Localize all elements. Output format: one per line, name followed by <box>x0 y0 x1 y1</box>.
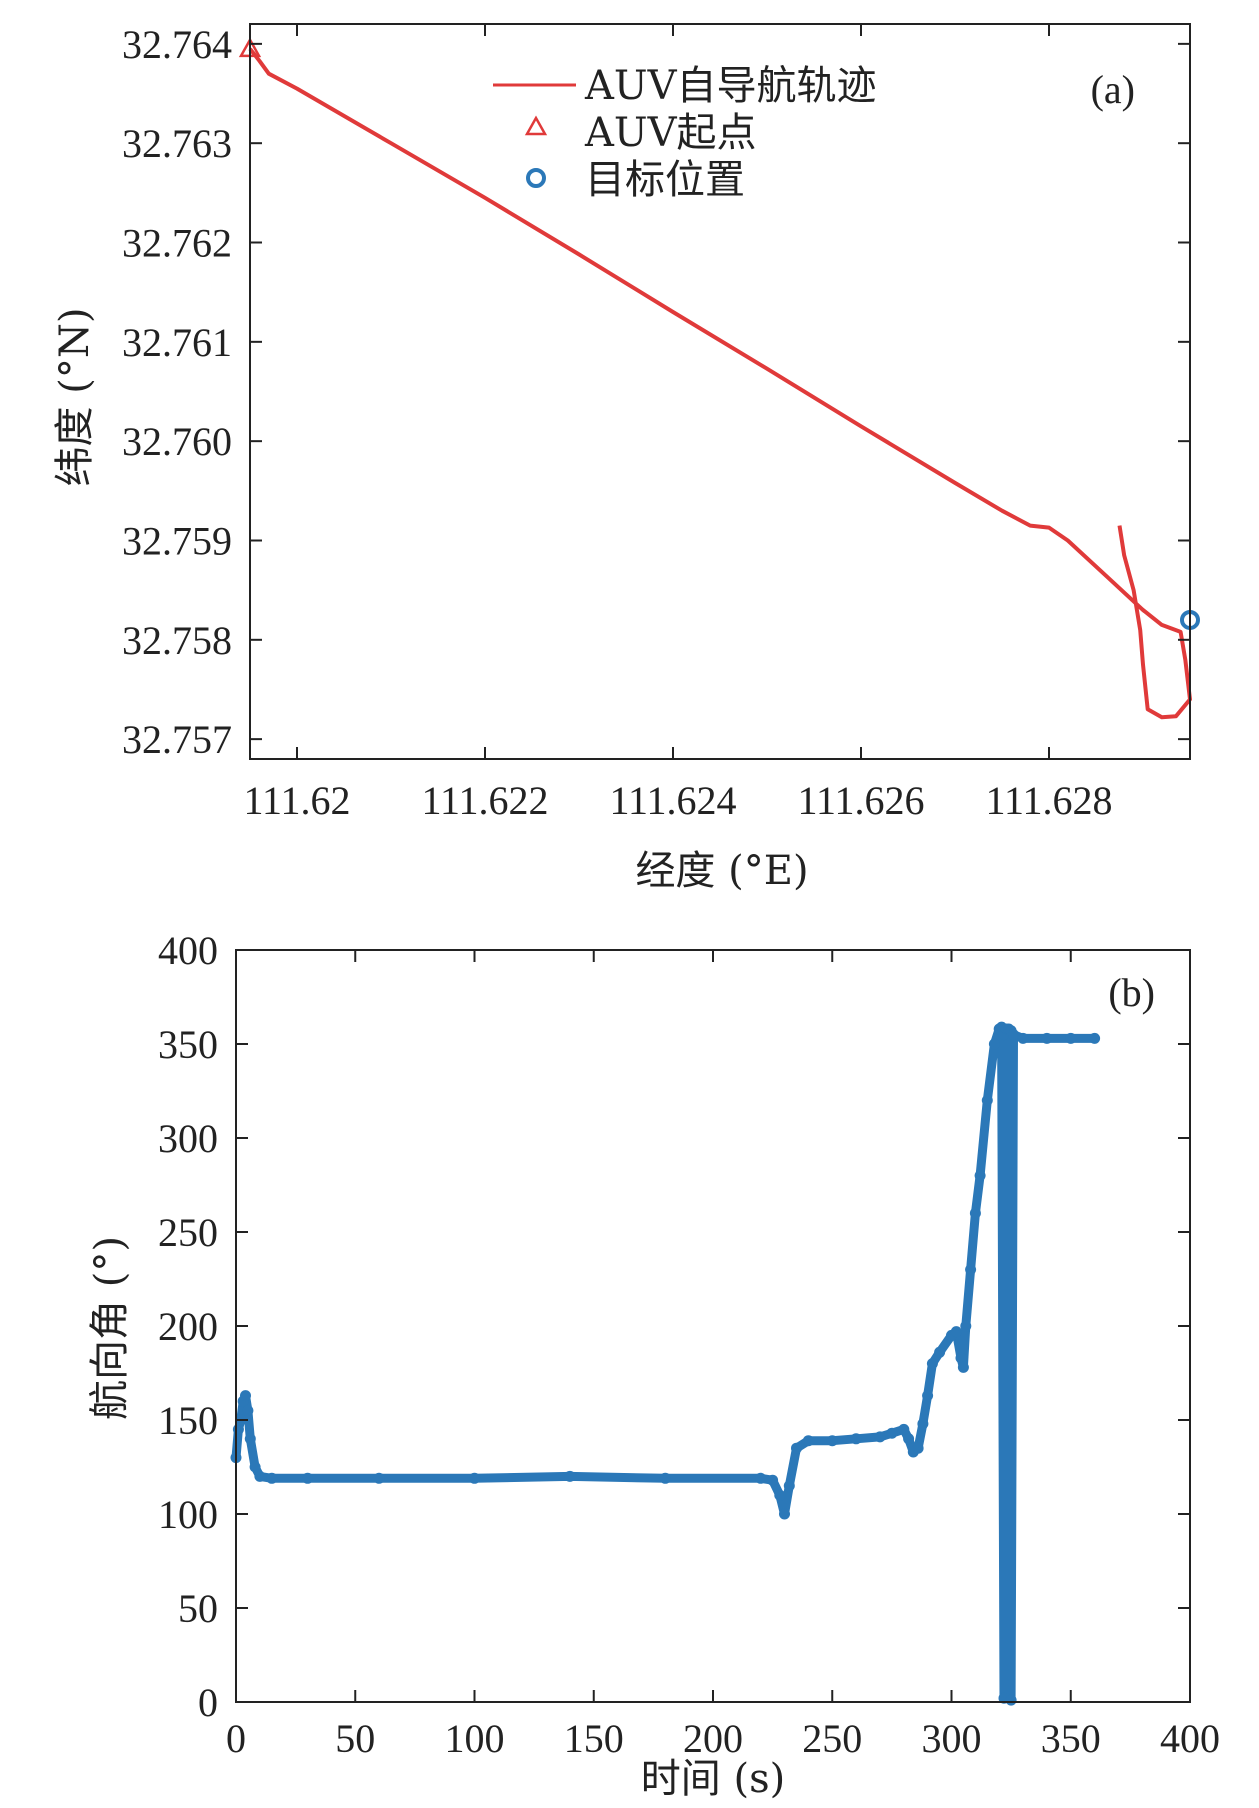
heading-point <box>779 1508 790 1520</box>
heading-point <box>791 1442 802 1454</box>
panel-b-y-tick-label: 300 <box>158 1116 218 1161</box>
panel-b-plot-area <box>230 1021 1101 1706</box>
heading-point <box>783 1480 795 1492</box>
heading-point <box>874 1431 886 1443</box>
panel-a-y-axis-title: 纬度 (°N) <box>52 308 98 487</box>
panel-a-y-tick-label: 32.761 <box>122 320 232 365</box>
panel-b-x-tick-label: 350 <box>1041 1716 1101 1761</box>
legend-target-label: 目标位置 <box>585 157 745 203</box>
panel-b-x-tick-label: 400 <box>1160 1716 1220 1761</box>
heading-point <box>898 1423 910 1435</box>
panel-b-x-tick-label: 150 <box>564 1716 624 1761</box>
panel-a-x-tick-label: 111.622 <box>421 778 548 823</box>
panel-b-y-tick-label: 50 <box>178 1586 218 1631</box>
panel-a-y-tick-label: 32.760 <box>122 419 232 464</box>
heading-point <box>242 1405 254 1417</box>
heading-point <box>850 1433 862 1445</box>
panel-b-x-tick-label: 250 <box>802 1716 862 1761</box>
heading-point <box>957 1361 969 1373</box>
panel-b-heading: 0 50 100 150 200 250 300 350 400 0 50 100 150 200 250 3… <box>87 928 1220 1802</box>
panel-a-y-tick-label: 32.764 <box>122 22 232 67</box>
panel-a-label: (a) <box>1091 67 1135 112</box>
heading-point <box>955 1352 967 1364</box>
heading-point <box>1041 1032 1053 1044</box>
heading-point <box>755 1472 767 1484</box>
heading-point <box>981 1094 993 1106</box>
panel-a-x-tick-label: 111.626 <box>797 778 924 823</box>
panel-b-label: (b) <box>1108 970 1155 1015</box>
panel-b-y-tick-label: 150 <box>158 1398 218 1443</box>
panel-b-x-tick-label: 100 <box>445 1716 505 1761</box>
heading-point <box>254 1470 266 1482</box>
panel-b-y-tick-label: 100 <box>158 1492 218 1537</box>
heading-point <box>1017 1032 1029 1044</box>
heading-point <box>469 1472 480 1484</box>
legend-target-marker <box>526 168 546 188</box>
panel-b-y-tick-label: 400 <box>158 928 218 973</box>
panel-a-x-tick-label: 111.624 <box>609 778 736 823</box>
legend-track-label: AUV自导航轨迹 <box>584 63 876 109</box>
heading-point <box>974 1170 986 1182</box>
heading-point <box>886 1427 898 1439</box>
heading-point <box>969 1207 981 1219</box>
heading-point <box>960 1320 972 1332</box>
panel-a-y-tick-label: 32.758 <box>122 618 232 663</box>
panel-a-trajectory: 111.62 111.622 111.624 111.626 111.628 32.757… <box>52 22 1200 894</box>
heading-point <box>934 1346 946 1358</box>
panel-a-y-tick-label: 32.763 <box>122 121 232 166</box>
heading-point <box>564 1470 576 1482</box>
panel-a-axes-frame <box>249 23 1191 760</box>
panel-a-x-tick-label: 111.628 <box>985 778 1112 823</box>
heading-point <box>232 1423 244 1435</box>
heading-point <box>244 1433 256 1445</box>
panel-b-x-tick-label: 50 <box>335 1716 375 1761</box>
panel-a-y-tick-label: 32.762 <box>122 221 232 266</box>
panel-b-x-tick-label: 0 <box>226 1716 246 1761</box>
panel-a-x-tick-label: 111.62 <box>243 778 350 823</box>
panel-b-y-tick-label: 0 <box>198 1680 218 1725</box>
heading-point <box>767 1474 779 1486</box>
panel-a-legend: AUV自导航轨迹 AUV起点 目标位置 <box>493 63 876 203</box>
panel-a-y-tick-label: 32.759 <box>122 518 232 563</box>
panel-b-y-tick-label: 350 <box>158 1022 218 1067</box>
heading-point <box>1065 1032 1077 1044</box>
heading-point <box>802 1435 814 1447</box>
panel-b-y-axis-title: 航向角 (°) <box>87 1236 133 1420</box>
heading-point <box>1005 1694 1017 1706</box>
panel-b-y-tick-label: 200 <box>158 1304 218 1349</box>
panel-b-x-tick-label: 200 <box>683 1716 743 1761</box>
heading-point <box>922 1390 934 1402</box>
legend-start-label: AUV起点 <box>584 110 756 156</box>
heading-point <box>302 1472 314 1484</box>
panel-b-x-axis-title: 时间 (s) <box>641 1756 785 1802</box>
panel-a-ticks: 111.62 111.622 111.624 111.626 111.628 32.757… <box>122 22 1190 823</box>
panel-b-ticks: 0 50 100 150 200 250 300 350 400 0 50 100 150 200 250 3… <box>158 928 1220 1761</box>
heading-point <box>373 1472 385 1484</box>
panel-a-y-tick-label: 32.757 <box>122 717 232 762</box>
heading-point <box>774 1489 786 1501</box>
heading-point <box>917 1418 929 1430</box>
heading-point <box>903 1433 915 1445</box>
heading-point <box>240 1390 251 1402</box>
heading-point <box>826 1435 838 1447</box>
heading-point <box>965 1264 977 1276</box>
auv-track-line <box>248 47 1192 720</box>
heading-point <box>266 1472 278 1484</box>
panel-a-x-axis-title: 经度 (°E) <box>635 848 808 894</box>
panel-b-x-tick-label: 300 <box>922 1716 982 1761</box>
heading-point <box>988 1038 1000 1050</box>
heading-point <box>249 1461 261 1473</box>
heading-point <box>1008 1029 1019 1041</box>
legend-start-marker <box>524 115 548 136</box>
heading-point <box>1089 1032 1101 1044</box>
panel-b-y-tick-label: 250 <box>158 1210 218 1255</box>
heading-point <box>912 1442 924 1454</box>
heading-point <box>659 1472 671 1484</box>
heading-point <box>950 1326 962 1338</box>
heading-point <box>926 1358 938 1370</box>
